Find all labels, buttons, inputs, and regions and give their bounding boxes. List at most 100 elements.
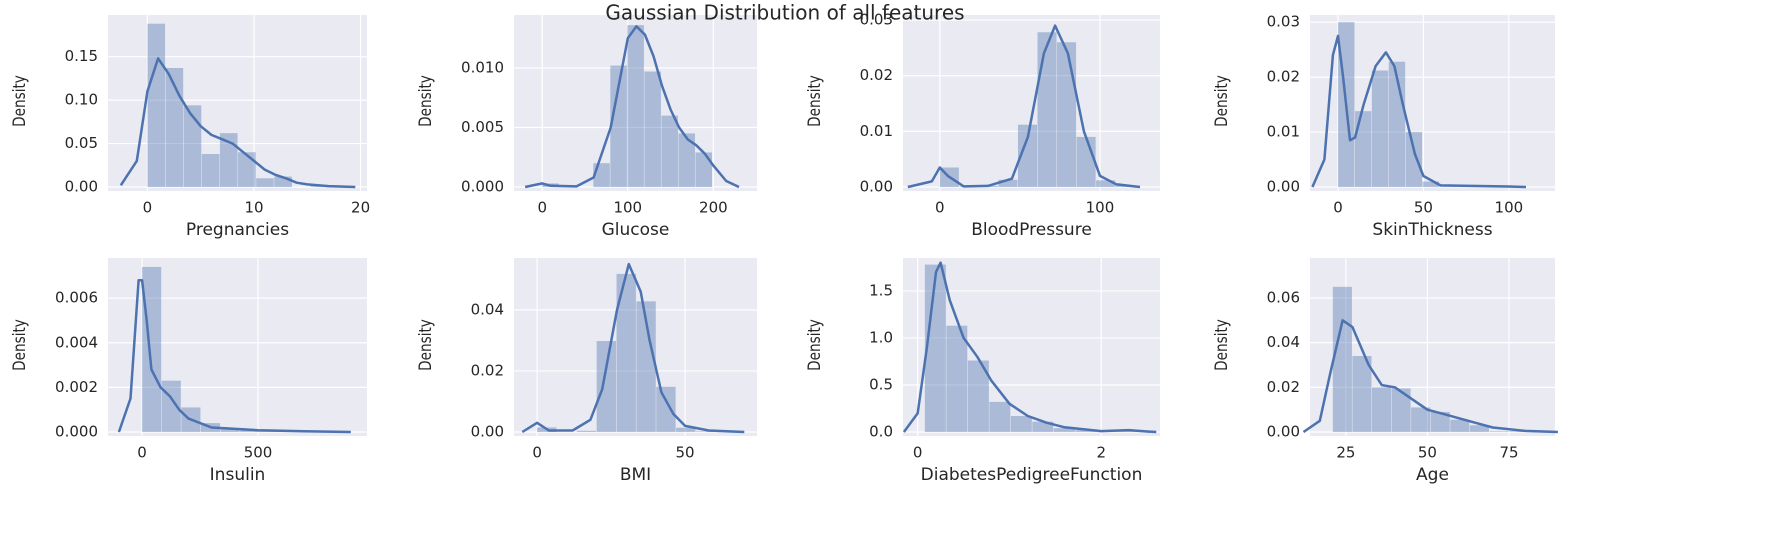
y-tick-label: 0.10: [65, 91, 98, 109]
subplot: 0.0 0.5 1.0 1.5 0 2 DiabetesPedigreeFunction De…: [805, 258, 1160, 485]
y-tick-label: 0.005: [461, 118, 504, 136]
histogram-bar: [1489, 431, 1509, 432]
axes-background: [108, 15, 367, 191]
y-tick-label: 0.01: [860, 122, 893, 140]
x-tick-label: 100: [1086, 199, 1115, 217]
subplot: 0.00 0.05 0.10 0.15 0 10 20 Pregnancies Density: [10, 15, 370, 240]
histogram-bar: [1053, 428, 1075, 432]
x-tick-label: 50: [1418, 444, 1437, 462]
y-axis-label: Density: [805, 75, 825, 127]
y-axis-label: Density: [416, 319, 436, 371]
subplot: 0.000 0.005 0.010 0 100 200 Glucose Density: [416, 15, 757, 240]
axes-background: [514, 258, 757, 436]
histogram-bar: [1332, 286, 1352, 432]
y-tick-label: 0.0: [869, 423, 893, 441]
x-tick-label: 0: [537, 199, 547, 217]
y-axis-label: Density: [10, 75, 30, 127]
axes-background: [108, 258, 367, 436]
x-axis-label: Insulin: [210, 465, 266, 485]
y-axis-label: Density: [416, 75, 436, 127]
histogram-bar: [1075, 430, 1097, 432]
x-tick-label: 0: [532, 444, 542, 462]
histogram-bar: [1391, 388, 1411, 432]
subplot: 0.000 0.002 0.004 0.006 0 500 Insulin Density: [10, 258, 367, 485]
y-tick-label: 0.006: [55, 289, 98, 307]
x-tick-label: 50: [1414, 199, 1433, 217]
histogram-bar: [946, 325, 968, 432]
histogram-bar: [219, 133, 238, 187]
y-tick-label: 0.06: [1267, 288, 1300, 306]
kde-line: [907, 24, 1141, 189]
histogram-bar: [256, 178, 274, 187]
histogram-bar: [661, 115, 678, 187]
histogram-bar: [644, 71, 661, 187]
histogram-bar: [636, 301, 656, 432]
histogram-bar: [1017, 124, 1038, 187]
y-tick-label: 0.00: [65, 178, 98, 196]
x-tick-label: 200: [699, 199, 728, 217]
kde-line: [902, 261, 1157, 434]
histogram-bar: [142, 266, 162, 432]
histogram-bar: [967, 360, 989, 432]
x-axis-label: DiabetesPedigreeFunction: [921, 465, 1143, 485]
y-tick-label: 0.00: [1267, 423, 1300, 441]
histogram-bar: [695, 152, 713, 187]
x-axis-label: Glucose: [602, 220, 670, 240]
histogram-bar: [1430, 411, 1450, 432]
y-tick-label: 0.02: [1267, 68, 1300, 86]
x-tick-label: 10: [244, 199, 263, 217]
x-tick-label: 25: [1336, 444, 1355, 462]
x-tick-label: 20: [351, 199, 370, 217]
histogram-bar: [924, 264, 946, 432]
subplot: 0.00 0.02 0.04 0.06 25 50 75 Age Density: [1212, 258, 1558, 485]
histogram-bar: [656, 386, 676, 432]
y-tick-label: 0.00: [471, 423, 504, 441]
axes-background: [1310, 15, 1555, 191]
subplot: 0.00 0.01 0.02 0.03 0 100 BloodPressure Density: [805, 11, 1160, 240]
y-tick-label: 0.03: [860, 11, 893, 29]
axes-background: [514, 15, 757, 191]
x-tick-label: 500: [244, 444, 273, 462]
axes-background: [1310, 258, 1555, 436]
y-tick-label: 0.000: [55, 423, 98, 441]
x-tick-label: 100: [613, 199, 642, 217]
y-tick-label: 0.010: [461, 58, 504, 76]
y-tick-label: 0.15: [65, 47, 98, 65]
kde-line: [524, 25, 740, 189]
histogram-bar: [1032, 421, 1054, 432]
y-tick-label: 0.04: [1267, 333, 1300, 351]
histogram-bar: [616, 273, 636, 432]
kde-line: [521, 262, 745, 434]
histogram-bar: [1411, 407, 1431, 432]
histogram-bar: [1371, 70, 1389, 187]
y-tick-label: 0.00: [1267, 178, 1300, 196]
y-tick-label: 0.02: [1267, 378, 1300, 396]
histogram-bar: [593, 163, 610, 187]
x-tick-label: 0: [913, 444, 923, 462]
histogram-bar: [1371, 387, 1392, 432]
y-axis-label: Density: [805, 319, 825, 371]
x-tick-label: 0: [143, 199, 153, 217]
histogram-bar: [1422, 181, 1440, 187]
histogram-bar: [1057, 42, 1077, 187]
kde-line: [117, 279, 351, 434]
y-tick-label: 0.03: [1267, 13, 1300, 31]
x-tick-label: 75: [1499, 444, 1518, 462]
y-tick-label: 1.0: [869, 328, 893, 346]
y-tick-label: 0.04: [471, 300, 504, 318]
y-tick-label: 0.01: [1267, 123, 1300, 141]
x-tick-label: 2: [1096, 444, 1106, 462]
histogram-bar: [238, 152, 256, 187]
histogram-bar: [1076, 136, 1096, 187]
histogram-bar: [165, 67, 184, 187]
y-tick-label: 0.004: [55, 333, 98, 351]
histogram-bar: [596, 341, 617, 432]
y-axis-label: Density: [1212, 75, 1232, 127]
x-tick-label: 0: [1333, 199, 1343, 217]
histogram-bar: [274, 176, 292, 187]
x-tick-label: 50: [676, 444, 695, 462]
histogram-bar: [627, 25, 644, 188]
axes-background: [903, 15, 1160, 191]
